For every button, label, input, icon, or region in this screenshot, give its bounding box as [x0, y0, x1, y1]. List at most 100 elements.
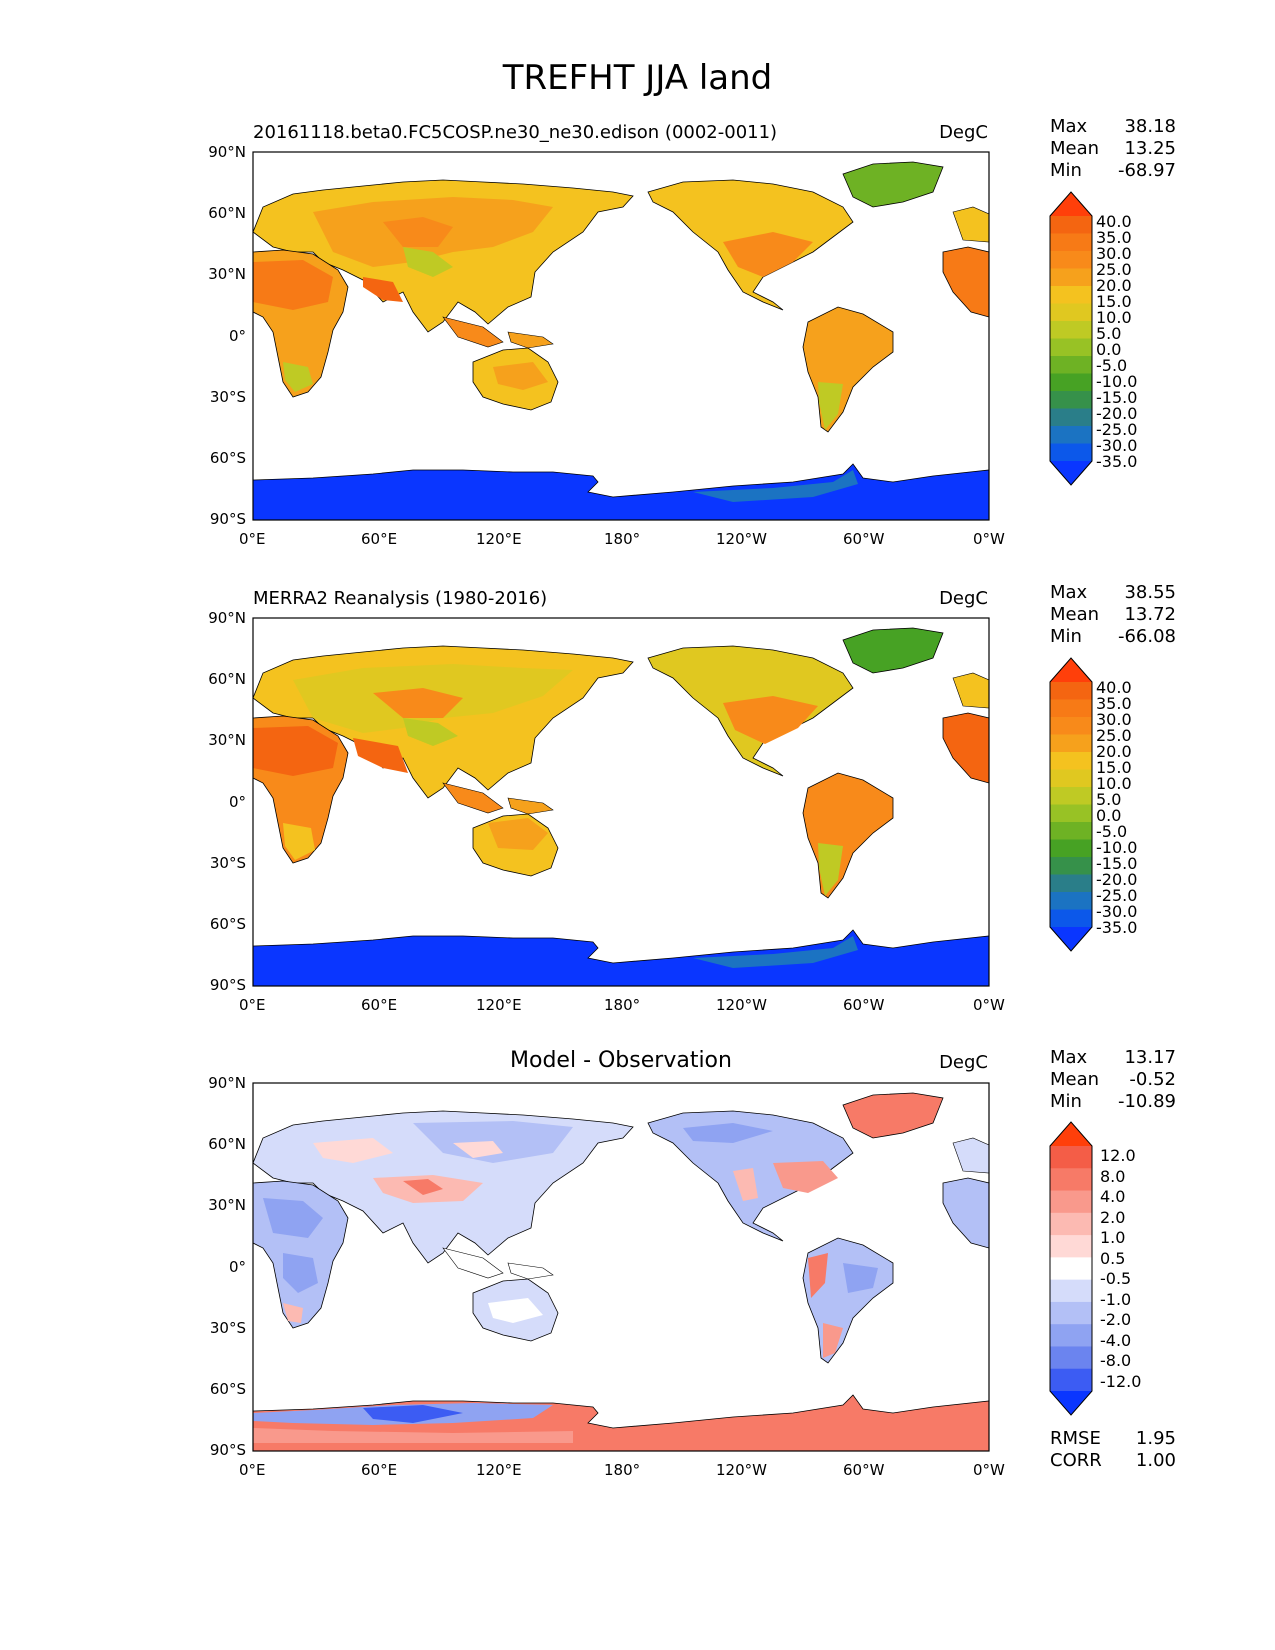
lon-label: 120°E — [476, 1461, 522, 1479]
colorbar-segment — [1050, 216, 1092, 234]
panel-3-lon-labels: 0°E 60°E 120°E 180° 120°W 60°W 0°W — [239, 1461, 1005, 1481]
panel-2-units: DegC — [939, 588, 988, 609]
lat-label: 30°N — [208, 1196, 246, 1214]
panel-2-lat-labels: 90°N 60°N 30°N 0° 30°S 60°S 90°S — [180, 609, 246, 994]
colorbar-label: -30.0 — [1096, 436, 1138, 455]
lon-label: 120°W — [716, 996, 767, 1014]
lon-label: 180° — [604, 530, 641, 548]
lon-label: 60°E — [361, 996, 398, 1014]
lat-label: 90°S — [209, 510, 246, 528]
lon-label: 0°E — [239, 996, 266, 1014]
panel-2-lon-labels: 0°E 60°E 120°E 180° 120°W 60°W 0°W — [239, 996, 1005, 1016]
colorbar-label: -20.0 — [1096, 404, 1138, 423]
panel-1-colorbar — [1049, 191, 1093, 486]
greenland — [842, 161, 944, 208]
panel-1-stats: Max 38.18 Mean 13.25 Min -68.97 — [1050, 116, 1176, 181]
colorbar-label: -35.0 — [1096, 452, 1138, 471]
lon-label: 180° — [604, 1461, 641, 1479]
colorbar-label: 10.0 — [1096, 308, 1132, 327]
lat-label: 30°S — [209, 388, 246, 406]
colorbar-segment — [1050, 1346, 1092, 1370]
colorbar-segment — [1050, 1190, 1092, 1214]
colorbar-label: 35.0 — [1096, 694, 1132, 713]
colorbar-label: 30.0 — [1096, 244, 1132, 263]
colorbar-outline — [1049, 1121, 1093, 1416]
lon-label: 0°E — [239, 1461, 266, 1479]
colorbar-outline — [1049, 191, 1093, 486]
antarctica — [252, 463, 990, 521]
colorbar-segment — [1050, 769, 1092, 788]
colorbar-label: -30.0 — [1096, 902, 1138, 921]
lon-label: 120°W — [716, 530, 767, 548]
colorbar-segment — [1050, 321, 1092, 339]
lon-label: 0°W — [973, 1461, 1005, 1479]
colorbar-label: 15.0 — [1096, 758, 1132, 777]
colorbar-segment — [1050, 1235, 1092, 1258]
lat-label: 90°S — [209, 1441, 246, 1459]
colorbar-extend-top — [1050, 1122, 1092, 1146]
colorbar-label: 1.0 — [1100, 1228, 1126, 1247]
lon-label: 0°E — [239, 530, 266, 548]
lat-label: 30°N — [208, 265, 246, 283]
colorbar-label: 0.0 — [1096, 340, 1122, 359]
colorbar-label: -25.0 — [1096, 886, 1138, 905]
colorbar-label: 30.0 — [1096, 710, 1132, 729]
lat-label: 90°S — [209, 976, 246, 994]
panel-3-units: DegC — [939, 1052, 988, 1073]
panel-2-colorbar-labels: 40.0 35.0 30.0 25.0 20.0 15.0 10.0 5.0 0… — [1096, 678, 1166, 936]
panel-2-stats: Max 38.55 Mean 13.72 Min -66.08 — [1050, 582, 1176, 647]
colorbar-segment — [1050, 909, 1092, 928]
colorbar-label: 5.0 — [1096, 790, 1122, 809]
colorbar-segment — [1050, 303, 1092, 322]
colorbar-segment — [1050, 1368, 1092, 1392]
panel-2-colorbar — [1049, 657, 1093, 952]
panel-1-lat-labels: 90°N 60°N 30°N 0° 30°S 60°S 90°S — [180, 143, 246, 528]
colorbar-segment — [1050, 1257, 1092, 1281]
panel-3-stats: Max 13.17 Mean -0.52 Min -10.89 — [1050, 1047, 1176, 1112]
lon-label: 60°E — [361, 530, 398, 548]
colorbar-extend-bottom — [1050, 461, 1092, 485]
lat-label: 0° — [228, 1258, 246, 1276]
panel-1-lon-labels: 0°E 60°E 120°E 180° 120°W 60°W 0°W — [239, 530, 1005, 550]
colorbar-segment — [1050, 717, 1092, 735]
greenland — [842, 1092, 944, 1139]
lat-label: 30°N — [208, 731, 246, 749]
colorbar-label: -20.0 — [1096, 870, 1138, 889]
colorbar-label: -2.0 — [1100, 1310, 1132, 1329]
colorbar-label: 40.0 — [1096, 678, 1132, 697]
lon-label: 0°W — [973, 530, 1005, 548]
colorbar-segment — [1050, 391, 1092, 409]
lat-label: 90°N — [208, 1074, 246, 1092]
colorbar-label: -10.0 — [1096, 372, 1138, 391]
colorbar-segment — [1050, 699, 1092, 718]
lat-label: 90°N — [208, 609, 246, 627]
colorbar-label: 2.0 — [1100, 1207, 1126, 1227]
colorbar-label: -1.0 — [1100, 1289, 1132, 1309]
lon-label: 60°E — [361, 1461, 398, 1479]
colorbar-segment — [1050, 373, 1092, 392]
lon-label: 180° — [604, 996, 641, 1014]
panel-3-colorbar-labels: 12.0 8.0 4.0 2.0 1.0 0.5 -0.5 -1.0 -2.0 … — [1100, 1148, 1170, 1398]
colorbar-segment — [1050, 734, 1092, 753]
colorbar-label: 12.0 — [1100, 1146, 1136, 1165]
colorbar-extend-top — [1050, 658, 1092, 682]
colorbar-label: 4.0 — [1100, 1187, 1126, 1206]
lat-label: 90°N — [208, 143, 246, 161]
colorbar-segment — [1050, 251, 1092, 269]
lat-label: 30°S — [209, 1319, 246, 1337]
colorbar-label: 25.0 — [1096, 726, 1132, 745]
colorbar-segment — [1050, 356, 1092, 374]
colorbar-label: -8.0 — [1100, 1351, 1132, 1370]
colorbar-label: -25.0 — [1096, 420, 1138, 439]
colorbar-label: -12.0 — [1100, 1371, 1142, 1391]
colorbar-label: -15.0 — [1096, 388, 1138, 407]
lat-label: 60°S — [209, 449, 246, 467]
lon-label: 0°W — [973, 996, 1005, 1014]
lat-label: 60°N — [208, 1135, 246, 1153]
lon-label: 120°W — [716, 1461, 767, 1479]
figure-title: TREFHT JJA land — [502, 58, 773, 98]
colorbar-label: -10.0 — [1096, 838, 1138, 857]
colorbar-segment — [1050, 839, 1092, 858]
colorbar-segment — [1050, 822, 1092, 840]
lat-label: 60°N — [208, 204, 246, 222]
